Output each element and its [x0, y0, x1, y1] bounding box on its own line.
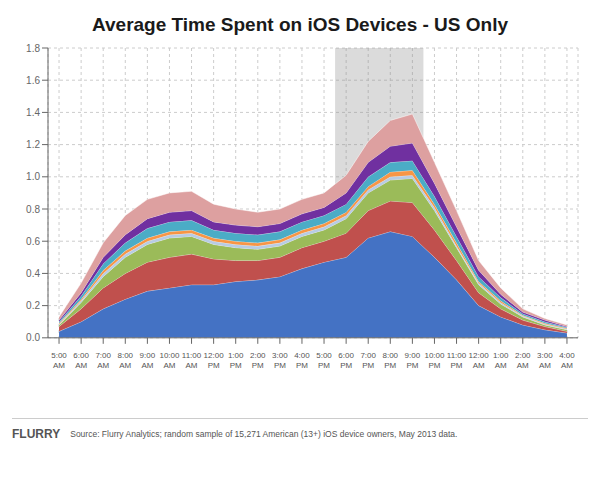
html-text:FLURRY: FLURRY: [12, 427, 61, 441]
html-text:News & Magazines: News & Magazines: [405, 377, 500, 390]
html-text:Social & Photo Sharing: Social & Photo Sharing: [100, 391, 214, 404]
svg-text:1.4: 1.4: [26, 107, 40, 118]
html-text:Music, Media & Entertainment: Music, Media & Entertainment: [230, 377, 378, 390]
html-text:Sports, Health & Fitness: Sports, Health & Fitness: [241, 391, 360, 404]
svg-text:4:00PM: 4:00PM: [294, 351, 310, 370]
svg-text:0.0: 0.0: [26, 332, 40, 343]
svg-text:3:00PM: 3:00PM: [272, 351, 288, 370]
html-text:Source: Flurry Analytics; rand: Source: Flurry Analytics; random sample …: [70, 429, 458, 439]
svg-text:0.2: 0.2: [26, 300, 40, 311]
svg-text:0.4: 0.4: [26, 268, 40, 279]
svg-text:7:00PM: 7:00PM: [360, 351, 376, 370]
svg-text:9:00PM: 9:00PM: [405, 351, 421, 370]
svg-text:3:00AM: 3:00AM: [537, 351, 553, 370]
svg-text:9:00AM: 9:00AM: [140, 351, 156, 370]
html-text:Average Time Spent on iOS Devi: Average Time Spent on iOS Devices - US O…: [92, 14, 508, 35]
svg-text:6:00AM: 6:00AM: [73, 351, 89, 370]
svg-text:2:00PM: 2:00PM: [250, 351, 266, 370]
svg-text:8:00AM: 8:00AM: [118, 351, 134, 370]
svg-text:1.0: 1.0: [26, 171, 40, 182]
svg-text:11:00AM: 11:00AM: [182, 351, 202, 370]
svg-text:6:00PM: 6:00PM: [338, 351, 354, 370]
svg-text:0.6: 0.6: [26, 236, 40, 247]
svg-text:1:00PM: 1:00PM: [228, 351, 244, 370]
svg-text:4:00AM: 4:00AM: [559, 351, 575, 370]
svg-text:10:00PM: 10:00PM: [424, 351, 445, 370]
svg-text:7:00AM: 7:00AM: [95, 351, 111, 370]
html-text:Other: Other: [527, 377, 556, 390]
svg-text:1.8: 1.8: [26, 43, 40, 54]
svg-text:11:00PM: 11:00PM: [447, 351, 467, 370]
svg-text:1:00AM: 1:00AM: [493, 351, 509, 370]
svg-text:2:00AM: 2:00AM: [515, 351, 531, 370]
svg-text:0.8: 0.8: [26, 204, 40, 215]
svg-text:8:00PM: 8:00PM: [383, 351, 399, 370]
html-text:Lifestyle & Shopping: Lifestyle & Shopping: [102, 377, 203, 390]
svg-text:1.6: 1.6: [26, 75, 40, 86]
svg-text:1.2: 1.2: [26, 139, 40, 150]
html-text:Utilities & Productivity: Utilities & Productivity: [388, 391, 494, 404]
svg-text:5:00PM: 5:00PM: [316, 351, 332, 370]
svg-text:12:00AM: 12:00AM: [469, 351, 490, 370]
html-text:Games: Games: [38, 377, 75, 390]
svg-text:12:00PM: 12:00PM: [204, 351, 225, 370]
svg-text:5:00AM: 5:00AM: [51, 351, 67, 370]
svg-text:10:00AM: 10:00AM: [159, 351, 180, 370]
